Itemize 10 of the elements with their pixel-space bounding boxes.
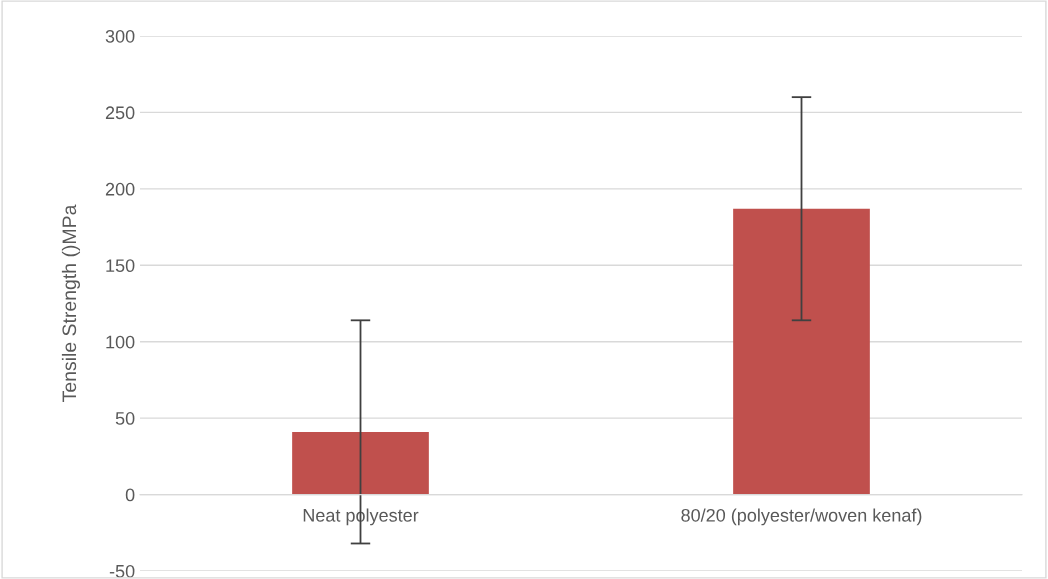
- y-tick-label: 300: [105, 29, 135, 43]
- y-tick-label: 50: [115, 412, 135, 425]
- x-tick-label: 80/20 (polyester/woven kenaf): [681, 508, 922, 526]
- y-tick-label: -50: [109, 564, 135, 578]
- y-tick-label: 150: [106, 259, 135, 273]
- y-tick-label: 0: [125, 488, 135, 502]
- y-tick-label: 100: [106, 335, 135, 349]
- y-axis-title: Tensile Strength ()MPa: [61, 204, 81, 402]
- y-tick-label: 200: [105, 182, 135, 196]
- y-tick-label: 250: [105, 106, 135, 120]
